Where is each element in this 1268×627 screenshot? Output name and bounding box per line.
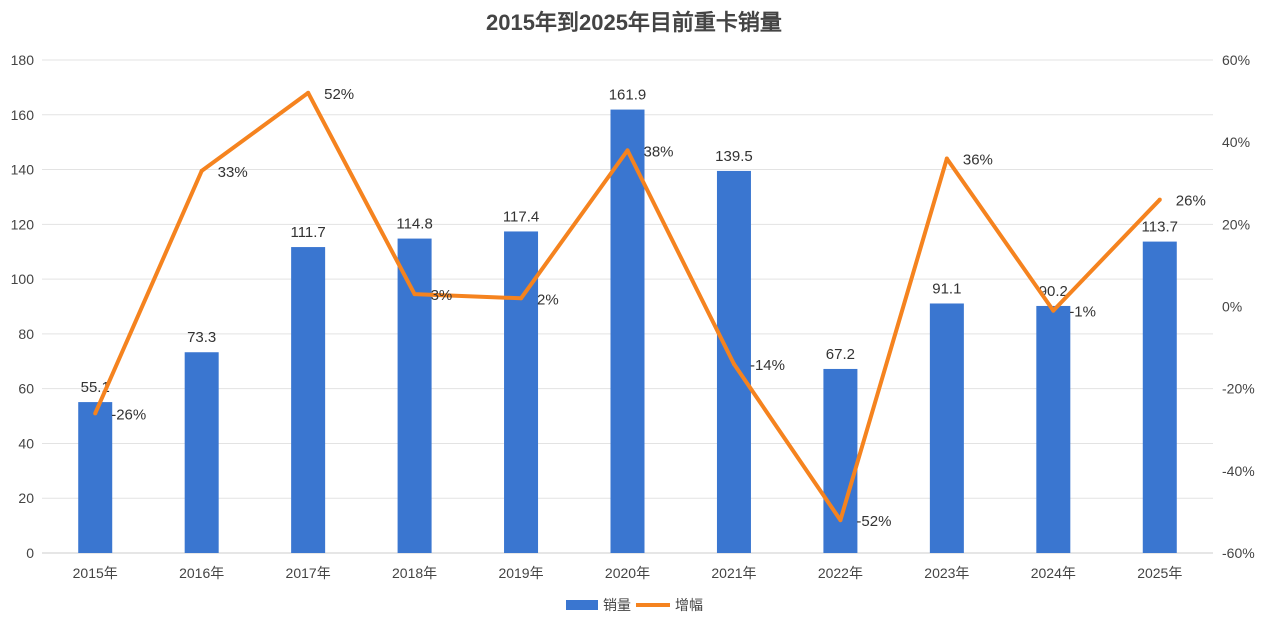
- x-tick-label: 2019年: [498, 565, 543, 581]
- left-tick-label: 180: [11, 52, 35, 68]
- right-tick-label: 60%: [1222, 52, 1250, 68]
- line-data-label: -52%: [856, 513, 891, 530]
- bar-data-label: 111.7: [290, 224, 325, 241]
- left-tick-label: 80: [18, 326, 34, 342]
- line-point: [944, 156, 949, 161]
- bar: [397, 238, 432, 553]
- line-point: [1051, 308, 1056, 313]
- bar-data-label: 91.1: [932, 280, 961, 297]
- x-tick-label: 2023年: [924, 565, 969, 581]
- x-tick-label: 2016年: [179, 565, 224, 581]
- bar: [1036, 305, 1071, 553]
- chart-title: 2015年到2025年目前重卡销量: [486, 10, 782, 35]
- bar: [823, 368, 858, 553]
- line-point: [199, 168, 204, 173]
- line-data-label: 52%: [324, 86, 354, 103]
- right-tick-label: 0%: [1222, 299, 1242, 315]
- x-tick-label: 2022年: [818, 565, 863, 581]
- bar-data-label: 161.9: [609, 87, 647, 104]
- line-point: [1157, 197, 1162, 202]
- right-tick-label: -20%: [1222, 381, 1255, 397]
- line-point: [412, 292, 417, 297]
- line-point: [625, 148, 630, 153]
- line-data-label: 38%: [644, 143, 674, 160]
- bar: [291, 247, 326, 554]
- line-point: [306, 90, 311, 95]
- line-series: -26% 33% 52% 3% 2% 38% -14% -52% 36% -1% 26%: [93, 86, 1206, 530]
- bar-data-label: 139.5: [715, 148, 753, 165]
- right-tick-label: -40%: [1222, 463, 1255, 479]
- bar: [929, 303, 964, 553]
- bar-data-label: 90.2: [1039, 283, 1068, 300]
- right-tick-label: 20%: [1222, 216, 1250, 232]
- right-axis: -60% -40% -20% 0% 20% 40% 60%: [1222, 52, 1255, 561]
- x-tick-label: 2021年: [711, 565, 756, 581]
- left-tick-label: 100: [11, 271, 35, 287]
- left-tick-label: 60: [18, 381, 34, 397]
- line-data-label: -1%: [1069, 304, 1096, 321]
- line-point: [93, 411, 98, 416]
- legend-label-line: 增幅: [675, 597, 703, 613]
- x-tick-label: 2015年: [73, 565, 118, 581]
- left-tick-label: 0: [26, 545, 34, 561]
- line-point: [838, 518, 843, 523]
- x-tick-label: 2024年: [1031, 565, 1076, 581]
- left-tick-label: 140: [11, 162, 35, 178]
- left-tick-label: 40: [18, 435, 34, 451]
- line-data-label: -26%: [111, 406, 146, 423]
- line-data-label: 26%: [1176, 193, 1206, 210]
- right-tick-label: 40%: [1222, 134, 1250, 150]
- line-data-label: 33%: [218, 164, 248, 181]
- x-axis: 2015年 2016年 2017年 2018年 2019年 2020年 2021年 2022年…: [73, 565, 1183, 581]
- legend: 销量 增幅: [566, 597, 703, 613]
- bar: [610, 109, 645, 554]
- x-tick-label: 2025年: [1137, 565, 1182, 581]
- left-tick-label: 160: [11, 107, 35, 123]
- bar: [184, 352, 219, 553]
- left-tick-label: 20: [18, 490, 34, 506]
- line-data-label: 3%: [431, 287, 453, 304]
- x-tick-label: 2020年: [605, 565, 650, 581]
- legend-swatch-bar: [566, 600, 598, 610]
- left-axis: 0 20 40 60 80 100 120 140 160 180: [11, 52, 35, 561]
- bar-data-label: 114.8: [396, 216, 432, 233]
- line-point: [519, 296, 524, 301]
- line-point: [731, 362, 736, 367]
- bar: [78, 402, 113, 553]
- left-tick-label: 120: [11, 216, 35, 232]
- x-tick-label: 2017年: [286, 565, 331, 581]
- x-tick-label: 2018年: [392, 565, 437, 581]
- bar-data-label: 117.4: [503, 208, 539, 225]
- bar: [1142, 241, 1177, 554]
- line-data-label: 36%: [963, 152, 993, 169]
- line-data-label: 2%: [537, 291, 559, 308]
- bar-data-label: 113.7: [1142, 219, 1178, 236]
- bar-data-label: 67.2: [826, 346, 855, 363]
- legend-label-bar: 销量: [603, 597, 631, 613]
- bar-data-label: 73.3: [187, 329, 216, 346]
- right-tick-label: -60%: [1222, 545, 1255, 561]
- line-data-label: -14%: [750, 357, 785, 374]
